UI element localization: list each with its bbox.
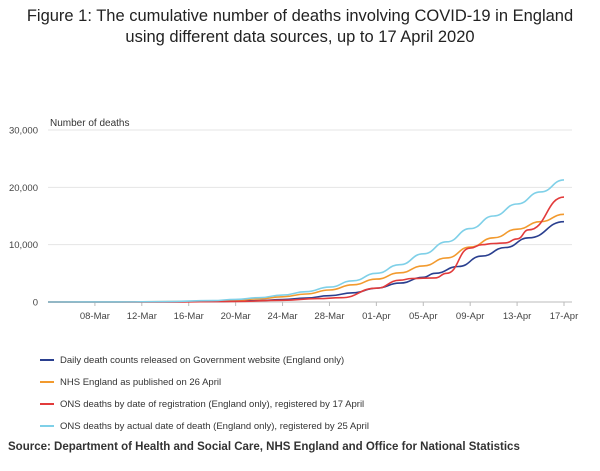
legend-item: ONS deaths by actual date of death (Engl… xyxy=(40,415,369,437)
x-tick-label: 12-Mar xyxy=(127,311,157,322)
x-tick-label: 16-Mar xyxy=(174,311,204,322)
x-tick-label: 13-Apr xyxy=(503,311,532,322)
x-tick-label: 09-Apr xyxy=(456,311,485,322)
x-tick-label: 17-Apr xyxy=(550,311,579,322)
x-axis: 08-Mar 12-Mar 16-Mar 20-Mar 24-Mar 28-Mar 01-A… xyxy=(48,301,579,322)
x-tick-label: 20-Mar xyxy=(221,311,251,322)
legend-swatch xyxy=(40,381,54,383)
legend-label: NHS England as published on 26 April xyxy=(60,376,222,388)
series-line-3 xyxy=(47,196,565,303)
legend-swatch xyxy=(40,425,54,427)
legend-swatch xyxy=(40,403,54,405)
legend-label: ONS deaths by date of registration (Engl… xyxy=(60,398,365,410)
y-tick-label: 0 xyxy=(33,298,38,309)
legend-swatch xyxy=(40,359,54,361)
line-chart: 0 10,000 20,000 30,000 Number of deaths 08-… xyxy=(9,118,579,322)
x-tick-label: 05-Apr xyxy=(409,311,438,322)
legend-label: ONS deaths by actual date of death (Engl… xyxy=(60,420,369,432)
legend-item: Daily death counts released on Governmen… xyxy=(40,349,369,371)
series-line-2 xyxy=(47,213,565,303)
legend: Daily death counts released on Governmen… xyxy=(40,349,369,437)
legend-item: NHS England as published on 26 April xyxy=(40,371,369,393)
series-line-4 xyxy=(47,179,565,303)
x-tick-label: 08-Mar xyxy=(80,311,110,322)
series-lines xyxy=(47,179,565,303)
chart-title: Figure 1: The cumulative number of death… xyxy=(0,6,600,48)
legend-label: Daily death counts released on Governmen… xyxy=(60,354,345,366)
y-axis-label: Number of deaths xyxy=(50,118,130,129)
legend-item: ONS deaths by date of registration (Engl… xyxy=(40,393,369,415)
y-axis-ticks: 0 10,000 20,000 30,000 xyxy=(9,126,38,309)
y-tick-label: 10,000 xyxy=(9,240,38,251)
series-line-1 xyxy=(47,220,565,303)
x-tick-label: 24-Mar xyxy=(267,311,297,322)
x-tick-label: 28-Mar xyxy=(314,311,344,322)
x-tick-label: 01-Apr xyxy=(362,311,391,322)
chart-title-line-1: Figure 1: The cumulative number of death… xyxy=(26,7,574,25)
y-tick-label: 30,000 xyxy=(9,126,38,137)
source-note: Source: Department of Health and Social … xyxy=(8,441,520,453)
chart-title-line-2: using different data sources, up to 17 A… xyxy=(125,28,475,46)
y-tick-label: 20,000 xyxy=(9,183,38,194)
